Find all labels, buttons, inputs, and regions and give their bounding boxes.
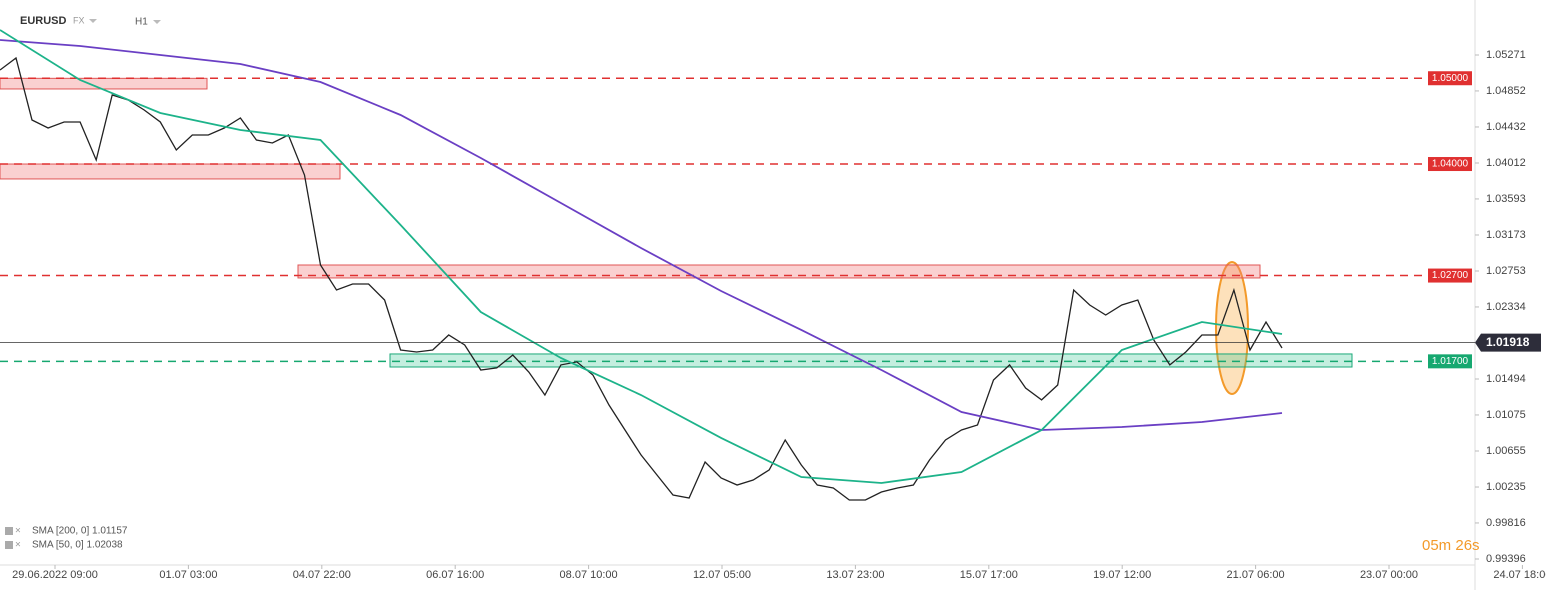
x-tick-label: 13.07 23:00 xyxy=(826,569,884,581)
level-label: 1.02700 xyxy=(1432,270,1469,281)
legend-label: SMA [200, 0] 1.01157 xyxy=(32,526,128,537)
level-label-box xyxy=(1428,71,1472,86)
y-tick-label: 1.01494 xyxy=(1486,373,1526,385)
x-tick-label: 12.07 05:00 xyxy=(693,569,751,581)
market: FX xyxy=(73,15,85,25)
y-tick-label: 0.99816 xyxy=(1486,517,1526,529)
x-tick-label: 19.07 12:00 xyxy=(1093,569,1151,581)
y-tick-label: 1.00655 xyxy=(1486,445,1526,457)
legend-close: × xyxy=(15,540,21,551)
y-tick-label: 1.04432 xyxy=(1486,121,1526,133)
x-tick-label: 06.07 16:00 xyxy=(426,569,484,581)
y-tick-label: 0.99396 xyxy=(1486,553,1526,565)
y-tick-label: 1.04852 xyxy=(1486,85,1526,97)
price-line xyxy=(0,56,1283,501)
zone xyxy=(297,264,1261,279)
zone xyxy=(0,77,208,90)
timer: 05m 26s xyxy=(1422,537,1480,554)
y-tick-label: 1.02753 xyxy=(1486,265,1526,277)
legend-label: SMA [50, 0] 1.02038 xyxy=(32,540,123,551)
dropdown[interactable] xyxy=(89,19,97,23)
level-label-box xyxy=(1428,157,1472,172)
x-tick-label: 15.07 17:00 xyxy=(960,569,1018,581)
symbol: EURUSD xyxy=(20,15,67,27)
level-label: 1.01700 xyxy=(1432,356,1469,367)
x-tick-label: 04.07 22:00 xyxy=(293,569,351,581)
x-tick-label: 23.07 00:00 xyxy=(1360,569,1418,581)
x-tick-label: 08.07 10:00 xyxy=(560,569,618,581)
x-tick-label: 21.07 06:00 xyxy=(1227,569,1285,581)
sma-line xyxy=(0,29,1283,484)
y-tick-label: 1.03593 xyxy=(1486,193,1526,205)
legend-icon xyxy=(5,541,13,549)
x-tick-label: 29.06.2022 09:00 xyxy=(12,569,98,581)
current-price-label: 1.01918 xyxy=(1486,335,1530,349)
current-price-box xyxy=(1475,333,1541,352)
zone xyxy=(389,353,1353,368)
level-label: 1.04000 xyxy=(1432,159,1469,170)
y-tick-label: 1.05271 xyxy=(1486,49,1526,61)
zone xyxy=(0,163,341,180)
y-tick-label: 1.04012 xyxy=(1486,157,1526,169)
level-label-box xyxy=(1428,268,1472,283)
y-tick-label: 1.00235 xyxy=(1486,481,1526,493)
x-tick-label: 24.07 18:00 xyxy=(1493,569,1546,581)
level-label: 1.05000 xyxy=(1432,73,1469,84)
y-tick-label: 1.01075 xyxy=(1486,409,1526,421)
y-tick-label: 1.03173 xyxy=(1486,229,1526,241)
level-label-box xyxy=(1428,354,1472,369)
legend-close: × xyxy=(15,526,21,537)
dropdown[interactable] xyxy=(153,20,161,24)
interval[interactable]: H1 xyxy=(135,17,148,28)
legend-icon xyxy=(5,527,13,535)
x-tick-label: 01.07 03:00 xyxy=(159,569,217,581)
sma-line xyxy=(0,39,1283,431)
y-tick-label: 1.02334 xyxy=(1486,301,1526,313)
